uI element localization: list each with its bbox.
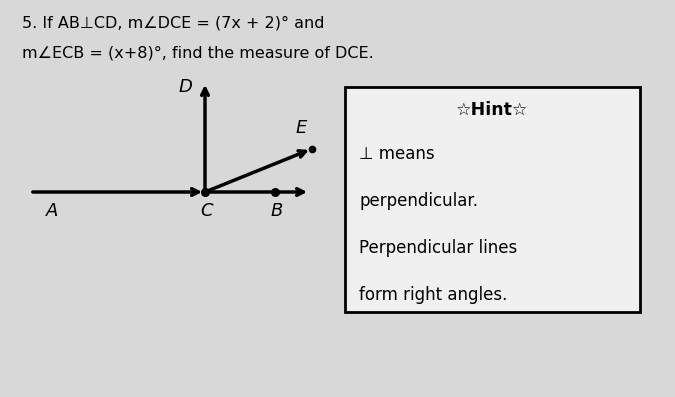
FancyBboxPatch shape — [345, 87, 640, 312]
Text: Perpendicular lines: Perpendicular lines — [359, 239, 517, 257]
Text: m∠ECB = (x+8)°, find the measure of DCE.: m∠ECB = (x+8)°, find the measure of DCE. — [22, 45, 374, 60]
Text: ☆Hint☆: ☆Hint☆ — [456, 101, 529, 119]
Text: form right angles.: form right angles. — [359, 286, 508, 304]
Text: perpendicular.: perpendicular. — [359, 192, 478, 210]
Text: E: E — [296, 119, 307, 137]
Text: A: A — [46, 202, 58, 220]
Text: B: B — [271, 202, 284, 220]
Text: 5. If AB⊥CD, m∠DCE = (7x + 2)° and: 5. If AB⊥CD, m∠DCE = (7x + 2)° and — [22, 15, 325, 30]
Text: ⊥ means: ⊥ means — [359, 145, 435, 163]
Text: C: C — [200, 202, 213, 220]
Text: D: D — [178, 78, 192, 96]
